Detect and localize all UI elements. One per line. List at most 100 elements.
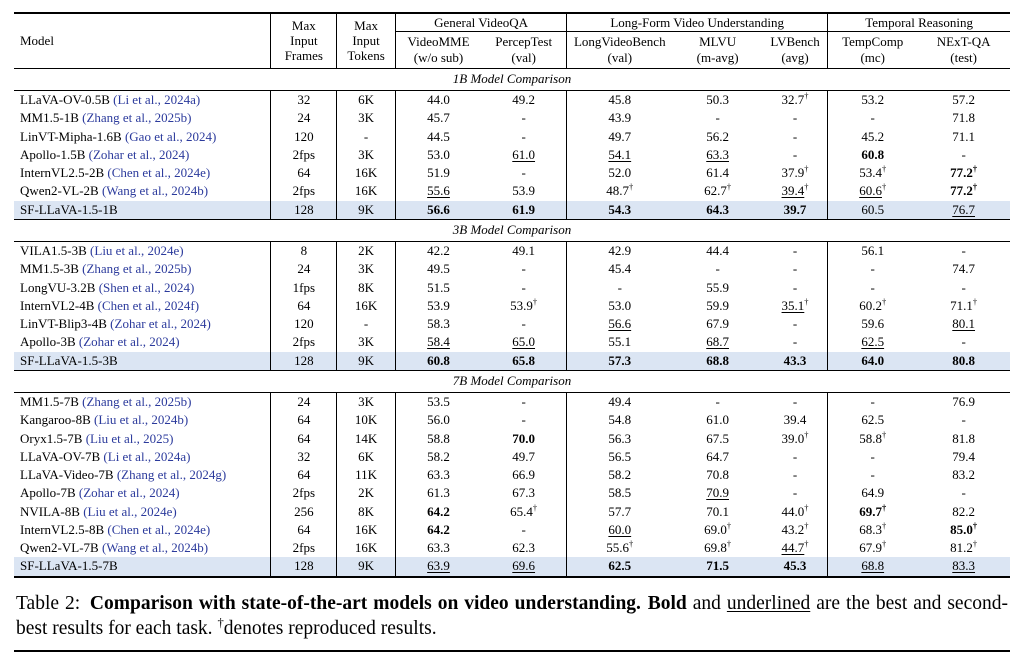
table-row: MM1.5-3B (Zhang et al., 2025b) 24 3K 49.5 - 4… [14,260,1010,279]
citation-link[interactable]: (Zohar et al., 2024) [85,146,190,162]
value-cell: 62.3 [512,540,536,556]
value-cell: - [961,485,966,501]
table-row: Apollo-1.5B (Zohar et al., 2024) 2fps 3K 53… [14,145,1010,165]
value-cell: 24 [270,109,337,128]
value-cell: 60.5 [827,200,918,220]
value-cell: 45.7 [394,109,482,128]
model-name-cell: LinVT-Mipha-1.6B (Gao et al., 2024) [20,128,217,144]
group-header-long-form-video-understanding: Long-Form Video Understanding [566,13,828,33]
value-cell: - [792,467,798,483]
citation-link[interactable]: (Zohar et al., 2024) [75,334,180,350]
value-cell: 44.5 [394,127,482,146]
value-cell: 53.9† [510,296,538,313]
value-cell: 10K [336,411,396,430]
value-cell: 6K [336,90,396,110]
model-name-cell: VILA1.5-3B (Liu et al., 2024e) [20,243,184,259]
citation-link[interactable]: (Li et al., 2024a) [109,92,201,108]
value-cell: 2fps [270,539,337,558]
citation-link[interactable]: (Liu et al., 2025) [82,430,174,446]
value-cell: - [961,279,966,295]
value-cell: - [521,412,526,428]
value-cell: 50.3 [706,92,729,108]
model-name-cell: SF-LLaVA-1.5-7B [20,558,118,574]
value-cell: 53.0 [394,145,482,165]
table-row: VILA1.5-3B (Liu et al., 2024e) 8 2K 42.2 49.… [14,241,1010,261]
citation-link[interactable]: (Chen et al., 2024f) [94,297,200,313]
value-cell: 45.2 [827,127,918,146]
citation-link[interactable]: (Gao et al., 2024) [121,128,217,144]
value-cell: - [715,110,720,126]
model-name-cell: Apollo-1.5B (Zohar et al., 2024) [20,146,190,162]
value-cell: 64 [270,296,337,316]
value-cell: - [827,278,918,297]
citation-link[interactable]: (Liu et al., 2024b) [90,412,189,428]
value-cell: 2fps [270,333,337,352]
value-cell: 70.9 [706,485,729,501]
model-name-cell: MM1.5-3B (Zhang et al., 2025b) [20,261,192,277]
value-cell: 70.8 [706,467,729,483]
table-row: LinVT-Blip3-4B (Zohar et al., 2024) 120-5… [14,315,1010,334]
citation-link[interactable]: (Shen et al., 2024) [95,279,195,295]
citation-link[interactable]: (Wang et al., 2024b) [98,183,209,199]
value-cell: 45.3 [783,558,807,574]
model-name-cell: Qwen2-VL-2B (Wang et al., 2024b) [20,183,209,199]
value-cell: - [792,448,798,464]
value-cell: 3K [336,333,396,352]
table-row: LLaVA-OV-0.5B (Li et al., 2024a) 32 6K 44.0… [14,90,1010,110]
citation-link[interactable]: (Chen et al., 2024e) [104,165,211,181]
value-cell: 2fps [270,484,337,503]
value-cell: 58.5 [566,484,673,503]
value-cell: - [792,128,798,144]
model-name-cell: SF-LLaVA-1.5-3B [20,352,118,368]
group-header-general-videoqa: General VideoQA [394,13,567,33]
value-cell: 128 [270,351,337,371]
citation-link[interactable]: (Zhang et al., 2025b) [78,261,192,277]
value-cell: 56.6 [566,315,673,334]
value-cell: 3K [336,109,396,128]
model-name-cell: Apollo-7B (Zohar et al., 2024) [20,485,180,501]
value-cell: 83.2 [952,467,976,483]
value-cell: - [827,392,918,412]
model-name-cell: InternVL2.5-8B (Chen et al., 2024e) [20,521,211,537]
citation-link[interactable]: (Zhang et al., 2025b) [78,110,192,126]
citation-link[interactable]: (Li et al., 2024a) [100,448,191,464]
citation-link[interactable]: (Chen et al., 2024e) [104,521,211,537]
citation-link[interactable]: (Liu et al., 2024e) [86,243,184,259]
value-cell: 77.2† [950,182,978,199]
table-header: Model Max Input Frames Max Input Tokens … [14,13,1010,69]
value-cell: 67.9 [706,316,729,332]
table-row: Apollo-7B (Zohar et al., 2024) 2fps 2K 61.3… [14,484,1010,503]
value-cell: 68.7 [706,334,729,350]
value-cell: 69.0† [704,520,732,537]
value-cell: 16K [336,539,396,558]
value-cell: 51.9 [394,164,482,183]
col-header-max-input-frames: Max Input Frames [270,13,337,69]
citation-link[interactable]: (Zhang et al., 2025b) [78,394,192,410]
value-cell: 56.1 [827,241,918,261]
value-cell: 53.9 [394,296,482,316]
value-cell: 57.3 [566,351,673,371]
value-cell: - [827,260,918,279]
value-cell: 42.2 [394,241,482,261]
value-cell: 56.3 [566,429,673,448]
citation-link[interactable]: (Zohar et al., 2024) [106,316,211,332]
value-cell: - [521,165,526,181]
value-cell: 64.3 [706,201,729,217]
value-cell: 64.7 [706,448,729,464]
value-cell: 55.6 [394,182,482,201]
section-header-row: 3B Model Comparison [14,218,1010,243]
page-bottom-rule [14,649,1010,652]
table-row: LongVU-3.2B (Shen et al., 2024) 1fps 8K 51.… [14,278,1010,297]
value-cell: 44.0 [394,90,482,110]
table-row: Qwen2-VL-7B (Wang et al., 2024b) 2fps 16K 6… [14,539,1010,558]
caption-dagger: † [217,615,224,630]
citation-link[interactable]: (Liu et al., 2024e) [79,503,177,519]
model-name-cell: NVILA-8B (Liu et al., 2024e) [20,503,177,519]
citation-link[interactable]: (Wang et al., 2024b) [98,540,209,556]
citation-link[interactable]: (Zhang et al., 2024g) [113,467,227,483]
value-cell: 39.4† [781,182,809,199]
value-cell: 68.3† [827,520,918,540]
citation-link[interactable]: (Zohar et al., 2024) [75,485,180,501]
value-cell: 60.2† [827,296,918,316]
value-cell: 69.6 [512,558,536,574]
